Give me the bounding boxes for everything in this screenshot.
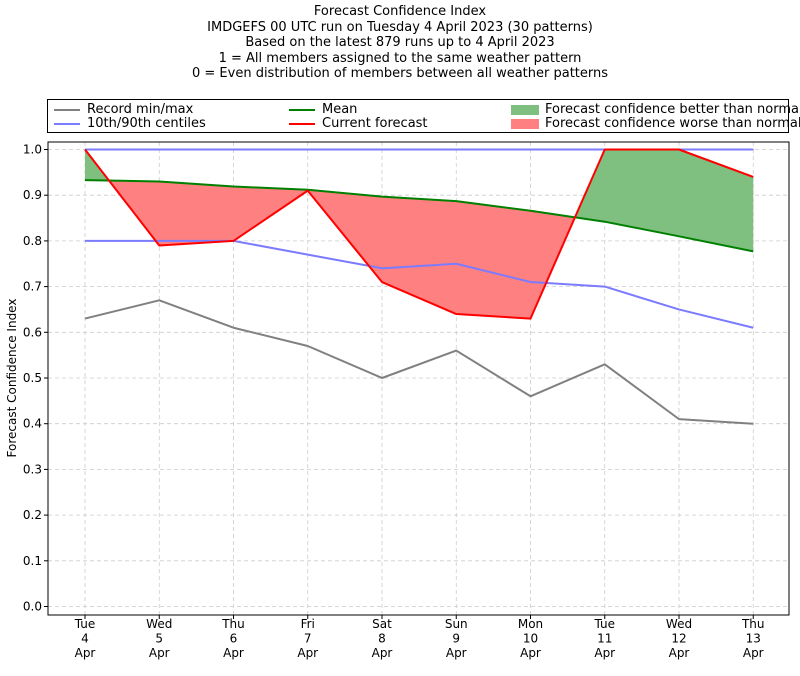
- legend-swatch-centiles: [54, 122, 80, 125]
- y-tick-label: 0.2: [23, 508, 42, 522]
- axes: 0.0 0.1 0.2 0.3 0.4 0.5 0.6 0.7 0.8 0.9 1.0 Tue 4 Apr…: [23, 143, 765, 661]
- legend-swatch-better: [511, 104, 539, 115]
- chart-title: Forecast Confidence Index: [313, 4, 487, 19]
- legend-swatch-record: [54, 108, 80, 111]
- y-tick-label: 0.1: [23, 554, 42, 568]
- legend-item-centiles: 10th/90th centiles: [54, 116, 206, 131]
- chart-legend: Record min/max 10th/90th centiles Mean C…: [47, 99, 800, 133]
- y-tick-label: 0.3: [23, 462, 42, 476]
- y-tick-label: 0.5: [23, 371, 42, 385]
- legend-item-better: Forecast confidence better than normal: [511, 102, 800, 117]
- chart-subtitle-run: IMDGEFS 00 UTC run on Tuesday 4 April 20…: [207, 19, 593, 35]
- y-tick-label: 0.7: [23, 280, 42, 294]
- worse-than-normal-area: [109, 180, 575, 319]
- legend-label-worse: Forecast confidence worse than normal: [545, 116, 800, 131]
- legend-label-centiles: 10th/90th centiles: [87, 116, 206, 131]
- legend-item-mean: Mean: [289, 102, 357, 117]
- legend-label-mean: Mean: [322, 102, 358, 117]
- legend-swatch-worse: [511, 118, 539, 129]
- x-tick-label: Fri 7 Apr: [297, 617, 318, 660]
- chart-subtitle-scale-max: 1 = All members assigned to the same wea…: [218, 50, 582, 66]
- y-tick-label: 0.8: [23, 234, 42, 248]
- x-tick-label: Thu 6 Apr: [221, 617, 245, 660]
- legend-item-current: Current forecast: [289, 116, 428, 131]
- x-tick-label: Tue 4 Apr: [74, 617, 96, 660]
- x-tick-label: Mon 10 Apr: [518, 617, 543, 660]
- x-tick-label: Wed 5 Apr: [146, 617, 172, 660]
- series-lines: [84, 148, 754, 425]
- legend-swatch-current: [289, 122, 315, 125]
- chart-titles: Forecast Confidence Index IMDGEFS 00 UTC…: [0, 4, 800, 82]
- chart-subtitle-basis: Based on the latest 879 runs up to 4 Apr…: [245, 35, 555, 50]
- legend-label-record: Record min/max: [87, 102, 194, 117]
- chart-subtitle-scale-min: 0 = Even distribution of members between…: [191, 66, 609, 81]
- better-than-normal-area: [574, 149, 754, 252]
- x-tick-label: Wed 12 Apr: [666, 617, 692, 660]
- x-tick-label: Sun 9 Apr: [445, 617, 468, 660]
- y-tick-label: 1.0: [23, 143, 42, 157]
- series-line-p10: [85, 239, 754, 329]
- legend-swatch-mean: [289, 108, 315, 111]
- legend-item-worse: Forecast confidence worse than normal: [511, 116, 800, 131]
- x-tick-label: Thu 13 Apr: [741, 617, 765, 660]
- legend-label-current: Current forecast: [322, 116, 428, 131]
- legend-item-record: Record min/max: [54, 102, 193, 117]
- y-axis-label: Forecast Confidence Index: [5, 299, 19, 458]
- y-tick-label: 0.6: [23, 325, 42, 339]
- x-tick-label: Sat 8 Apr: [372, 617, 393, 660]
- y-tick-label: 0.4: [23, 417, 42, 431]
- x-tick-label: Tue 11 Apr: [594, 617, 616, 660]
- series-line-mean: [84, 179, 754, 253]
- confidence-fills: [85, 149, 754, 319]
- y-tick-label: 0.0: [23, 600, 42, 614]
- legend-label-better: Forecast confidence better than normal: [545, 102, 800, 117]
- series-line-current: [84, 148, 754, 320]
- series-line-record-min: [84, 299, 754, 425]
- y-tick-label: 0.9: [23, 188, 42, 202]
